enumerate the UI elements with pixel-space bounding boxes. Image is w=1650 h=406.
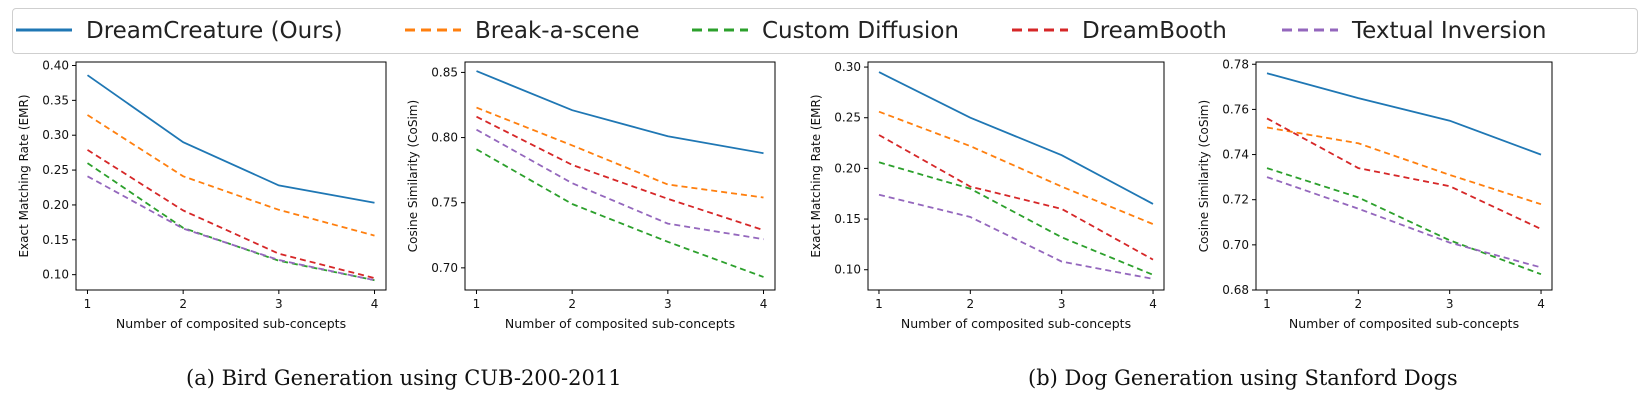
- y-tick-label-3-2: 0.72: [1222, 193, 1249, 207]
- y-axis-label-0: Exact Matching Rate (EMR): [17, 94, 31, 257]
- series-line-2-1: [878, 110, 1154, 225]
- series-line-0-2: [86, 162, 375, 282]
- x-tick-label-0-0: 1: [84, 297, 92, 311]
- y-tick-label-3-0: 0.68: [1222, 283, 1249, 297]
- y-tick-label-1-0: 0.70: [431, 261, 458, 275]
- x-axis-label-3: Number of composited sub-concepts: [1289, 316, 1519, 331]
- x-tick-label-3-2: 3: [1446, 297, 1454, 311]
- series-line-3-1: [1266, 126, 1542, 206]
- y-tick-label-2-2: 0.20: [834, 161, 861, 175]
- axes-frame-2: [867, 61, 1165, 291]
- legend-box: [12, 8, 1638, 54]
- caption-b: (b) Dog Generation using Stanford Dogs: [1028, 366, 1458, 390]
- y-tick-label-3-4: 0.76: [1222, 102, 1249, 116]
- series-line-0-0: [86, 74, 375, 204]
- legend-label-3: DreamBooth: [1082, 18, 1227, 44]
- x-tick-label-1-3: 4: [760, 297, 768, 311]
- y-tick-label-0-2: 0.20: [42, 198, 69, 212]
- y-tick-label-1-1: 0.75: [431, 196, 458, 210]
- y-axis-label-2: Exact Matching Rate (EMR): [809, 94, 823, 257]
- y-axis-label-1: Cosine Similarity (CoSim): [406, 100, 420, 252]
- y-tick-label-2-4: 0.30: [834, 60, 861, 74]
- legend-label-1: Break-a-scene: [475, 18, 640, 44]
- y-tick-label-0-0: 0.10: [42, 268, 69, 282]
- x-axis-label-1: Number of composited sub-concepts: [505, 316, 735, 331]
- x-tick-label-3-0: 1: [1263, 297, 1271, 311]
- series-line-3-0: [1266, 72, 1542, 156]
- legend-label-4: Textual Inversion: [1351, 18, 1547, 44]
- y-axis-label-3: Cosine Similarity (CoSim): [1197, 100, 1211, 252]
- y-tick-label-0-4: 0.30: [42, 128, 69, 142]
- subplot-0: 1 2 3 4 0.10 0.15 0.20 0.25 0.30 0.35 0.40 Number o…: [17, 58, 387, 331]
- subplot-2: 1 2 3 4 0.10 0.15 0.20 0.25 0.30 Number of compos…: [809, 60, 1165, 331]
- series-line-1-1: [476, 106, 764, 199]
- y-tick-label-2-3: 0.25: [834, 111, 861, 125]
- y-tick-label-0-1: 0.15: [42, 233, 69, 247]
- y-tick-label-3-1: 0.70: [1222, 238, 1249, 252]
- series-line-0-4: [87, 175, 375, 282]
- series-line-2-4: [878, 193, 1154, 280]
- y-tick-label-0-6: 0.40: [42, 58, 69, 72]
- y-tick-label-0-3: 0.25: [42, 163, 69, 177]
- series-line-1-2: [476, 148, 764, 278]
- axes-frame-3: [1255, 61, 1553, 291]
- series-line-3-2: [1266, 167, 1542, 276]
- x-tick-label-2-3: 4: [1149, 297, 1157, 311]
- legend-label-0: DreamCreature (Ours): [86, 18, 343, 44]
- legend: DreamCreature (Ours) Break-a-scene Custom …: [16, 18, 1547, 44]
- subplot-3: 1 2 3 4 0.68 0.70 0.72 0.74 0.76 0.78 Number of co…: [1197, 57, 1553, 331]
- x-tick-label-2-0: 1: [875, 297, 883, 311]
- series-line-1-4: [476, 128, 764, 241]
- y-tick-label-2-1: 0.15: [834, 212, 861, 226]
- axes-frame-1: [464, 61, 776, 291]
- y-tick-label-2-0: 0.10: [834, 263, 861, 277]
- series-line-0-1: [87, 114, 375, 237]
- series-line-1-0: [476, 70, 764, 155]
- x-axis-label-2: Number of composited sub-concepts: [901, 316, 1131, 331]
- series-line-1-3: [476, 115, 764, 231]
- legend-label-2: Custom Diffusion: [762, 18, 959, 44]
- y-tick-label-1-2: 0.80: [431, 131, 458, 145]
- y-tick-label-0-5: 0.35: [42, 93, 69, 107]
- series-line-2-2: [878, 161, 1154, 276]
- subplot-1: 1 2 3 4 0.70 0.75 0.80 0.85 Number of composited…: [406, 61, 776, 331]
- series-line-2-0: [878, 71, 1154, 205]
- series-line-2-3: [878, 134, 1154, 261]
- plots: 1 2 3 4 0.10 0.15 0.20 0.25 0.30 0.35 0.40 Number o…: [17, 57, 1553, 331]
- x-tick-label-3-3: 4: [1537, 297, 1545, 311]
- x-tick-label-1-1: 2: [568, 297, 576, 311]
- x-tick-label-3-1: 2: [1355, 297, 1363, 311]
- axes-frame-0: [75, 61, 387, 291]
- series-line-0-3: [87, 149, 375, 279]
- x-tick-label-0-1: 2: [179, 297, 187, 311]
- series-line-3-3: [1266, 117, 1542, 230]
- x-axis-label-0: Number of composited sub-concepts: [116, 316, 346, 331]
- x-tick-label-0-3: 4: [371, 297, 379, 311]
- x-tick-label-1-2: 3: [664, 297, 672, 311]
- y-tick-label-1-3: 0.85: [431, 65, 458, 79]
- y-tick-label-3-3: 0.74: [1222, 148, 1249, 162]
- y-tick-label-3-5: 0.78: [1222, 57, 1249, 71]
- caption-a: (a) Bird Generation using CUB-200-2011: [186, 366, 622, 390]
- x-tick-label-2-1: 2: [967, 297, 975, 311]
- series-line-3-4: [1266, 176, 1542, 269]
- x-tick-label-2-2: 3: [1058, 297, 1066, 311]
- x-tick-label-0-2: 3: [275, 297, 283, 311]
- x-tick-label-1-0: 1: [473, 297, 481, 311]
